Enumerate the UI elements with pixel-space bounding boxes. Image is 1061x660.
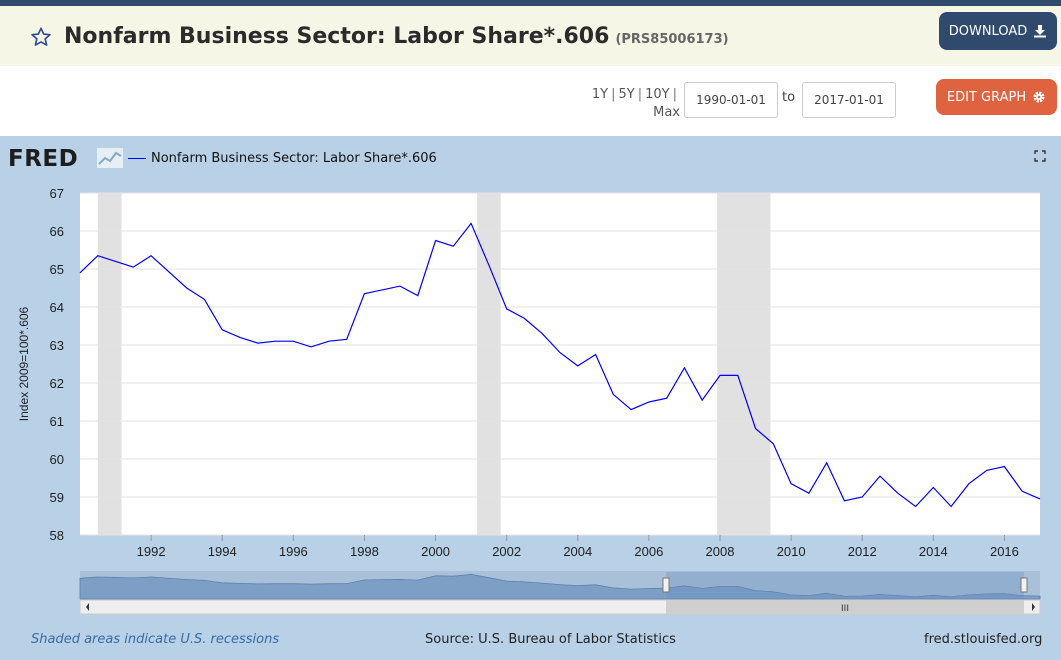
scrollbar-thumb[interactable] <box>666 600 1024 614</box>
y-tick-label: 59 <box>50 490 64 505</box>
range-5y[interactable]: 5Y <box>618 87 635 102</box>
chart-svg: 58 59 60 61 62 63 64 65 66 67 1992 1994 1996 1998 200… <box>17 186 1041 615</box>
x-tick-label: 2000 <box>421 544 450 559</box>
end-date-input[interactable]: 2017-01-01 <box>802 82 896 118</box>
edit-graph-button[interactable]: EDIT GRAPH <box>936 79 1057 115</box>
download-button[interactable]: DOWNLOAD <box>939 12 1057 50</box>
x-tick-label: 2016 <box>990 544 1019 559</box>
y-tick-label: 65 <box>50 262 64 277</box>
range-10y[interactable]: 10Y <box>645 87 670 102</box>
navigator-series-area <box>79 573 1041 600</box>
recession-band <box>477 193 501 535</box>
series-code: (PRS85006173) <box>615 32 729 47</box>
fred-logo-chart-icon <box>97 148 123 168</box>
legend-label: Nonfarm Business Sector: Labor Share*.60… <box>151 151 437 166</box>
series-line <box>79 222 1041 508</box>
recession-note[interactable]: Shaded areas indicate U.S. recessions <box>31 632 280 647</box>
x-tick-label: 2014 <box>919 544 948 559</box>
x-tick-label: 2010 <box>777 544 806 559</box>
site-url[interactable]: fred.stlouisfed.org <box>924 632 1043 647</box>
fullscreen-icon[interactable] <box>1034 150 1046 162</box>
x-tick-label: 1996 <box>279 544 308 559</box>
page-title: Nonfarm Business Sector: Labor Share*.60… <box>64 24 729 49</box>
y-tick-label: 62 <box>50 376 64 391</box>
y-tick-label: 67 <box>50 186 64 201</box>
top-accent-bar <box>0 0 1061 6</box>
legend-swatch <box>128 158 146 159</box>
title-bar: Nonfarm Business Sector: Labor Share*.60… <box>0 6 1061 66</box>
y-tick-label: 64 <box>50 300 64 315</box>
y-tick-label: 58 <box>50 528 64 543</box>
edit-graph-label: EDIT GRAPH <box>946 89 1027 105</box>
range-separator: | <box>672 87 677 102</box>
x-tick-label: 2002 <box>492 544 521 559</box>
x-tick-label: 1994 <box>208 544 237 559</box>
x-tick-labels: 1992 1994 1996 1998 2000 2002 2004 2006 2008 2010… <box>137 535 1019 559</box>
scroll-right-arrow[interactable] <box>1032 603 1035 611</box>
gridlines <box>80 192 1040 536</box>
source-note: Source: U.S. Bureau of Labor Statistics <box>425 632 676 647</box>
recession-band <box>97 193 122 535</box>
graph-controls <box>0 66 1061 136</box>
download-icon <box>1034 25 1047 38</box>
range-separator: | <box>637 87 643 102</box>
navigator-left-handle[interactable] <box>662 577 670 593</box>
recession-bands <box>97 193 771 535</box>
range-selector: 1Y | 5Y | 10Y | Max <box>560 86 680 122</box>
star-icon[interactable] <box>30 26 52 48</box>
date-to-label: to <box>782 90 796 105</box>
range-1y[interactable]: 1Y <box>591 87 609 102</box>
x-tick-label: 1998 <box>350 544 379 559</box>
navigator-right-handle[interactable] <box>1020 577 1028 593</box>
navigator-selected-range[interactable] <box>666 572 1024 599</box>
y-axis-label: Index 2009=100*.606 <box>17 306 31 421</box>
fred-logo: FRED <box>8 146 79 172</box>
series-title: Nonfarm Business Sector: Labor Share*.60… <box>64 24 610 49</box>
range-max[interactable]: Max <box>653 105 680 120</box>
y-tick-label: 61 <box>50 414 64 429</box>
plot-area <box>80 193 1040 535</box>
scrollbar-grip[interactable]: III <box>841 604 849 614</box>
y-tick-label: 63 <box>50 338 64 353</box>
recession-band <box>717 193 771 535</box>
y-tick-label: 60 <box>50 452 64 467</box>
start-date-input[interactable]: 1990-01-01 <box>684 82 778 118</box>
x-tick-label: 2008 <box>706 544 735 559</box>
y-tick-labels: 58 59 60 61 62 63 64 65 66 67 <box>50 186 64 543</box>
download-label: DOWNLOAD <box>948 23 1028 39</box>
gear-icon <box>1033 91 1045 103</box>
x-tick-label: 1992 <box>137 544 166 559</box>
scroll-left-arrow[interactable] <box>86 603 89 611</box>
x-tick-label: 2012 <box>848 544 877 559</box>
y-tick-label: 66 <box>50 224 64 239</box>
range-separator: | <box>611 87 616 102</box>
x-tick-label: 2006 <box>634 544 663 559</box>
x-tick-label: 2004 <box>563 544 592 559</box>
